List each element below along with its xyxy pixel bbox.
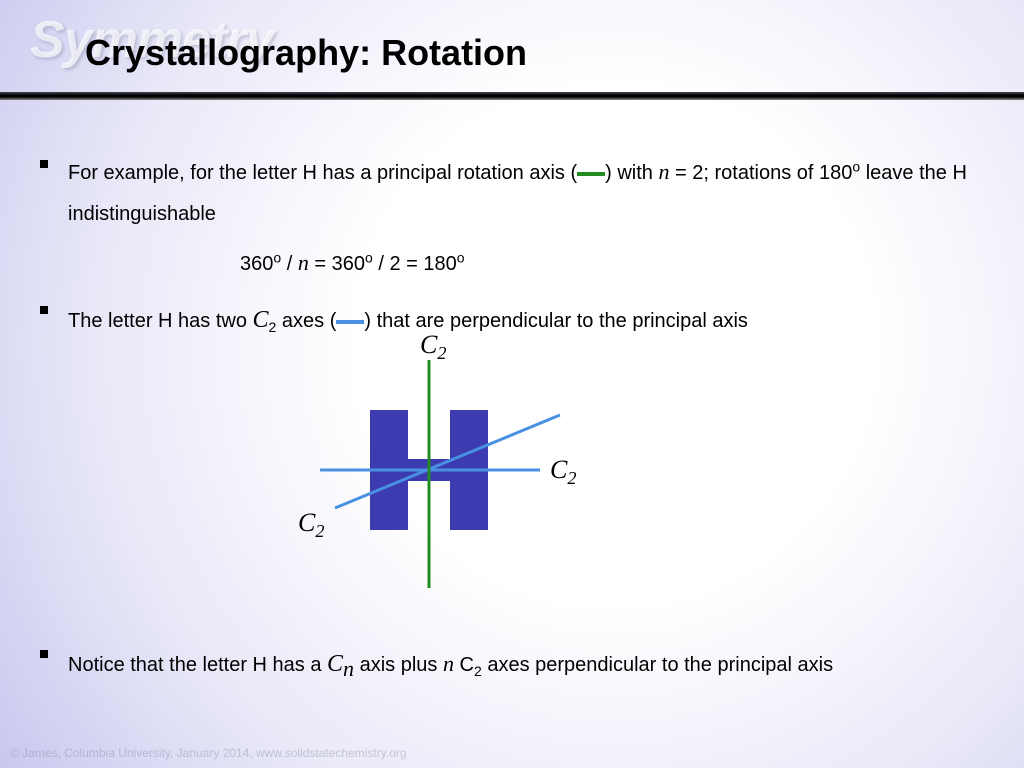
bullet-3: Notice that the letter H has a Cn axis p… — [40, 640, 980, 691]
rotation-formula: 360o / n = 360o / 2 = 180o — [240, 242, 980, 284]
diagram-svg — [250, 330, 650, 610]
title-divider — [0, 92, 1024, 100]
bullet-1-text: For example, for the letter H has a prin… — [68, 150, 980, 234]
h-rotation-diagram: C2 C2 C2 — [250, 330, 650, 610]
bullet-1: For example, for the letter H has a prin… — [40, 150, 980, 234]
c2-label-top: C2 — [420, 330, 446, 364]
c2-label-left: C2 — [298, 508, 324, 542]
slide-title: Crystallography: Rotation — [85, 32, 527, 74]
bullet-3-text: Notice that the letter H has a Cn axis p… — [68, 640, 833, 691]
footer-attribution: © James, Columbia University, January 20… — [10, 746, 407, 760]
bullet-3-container: Notice that the letter H has a Cn axis p… — [40, 640, 980, 699]
bullet-marker-icon — [40, 306, 48, 314]
slide-content: For example, for the letter H has a prin… — [40, 150, 980, 352]
blue-axis-icon — [336, 320, 364, 324]
green-axis-icon — [577, 172, 605, 176]
bullet-marker-icon — [40, 650, 48, 658]
bullet-marker-icon — [40, 160, 48, 168]
c2-label-right: C2 — [550, 455, 576, 489]
diagonal-c2-axis — [335, 415, 560, 508]
